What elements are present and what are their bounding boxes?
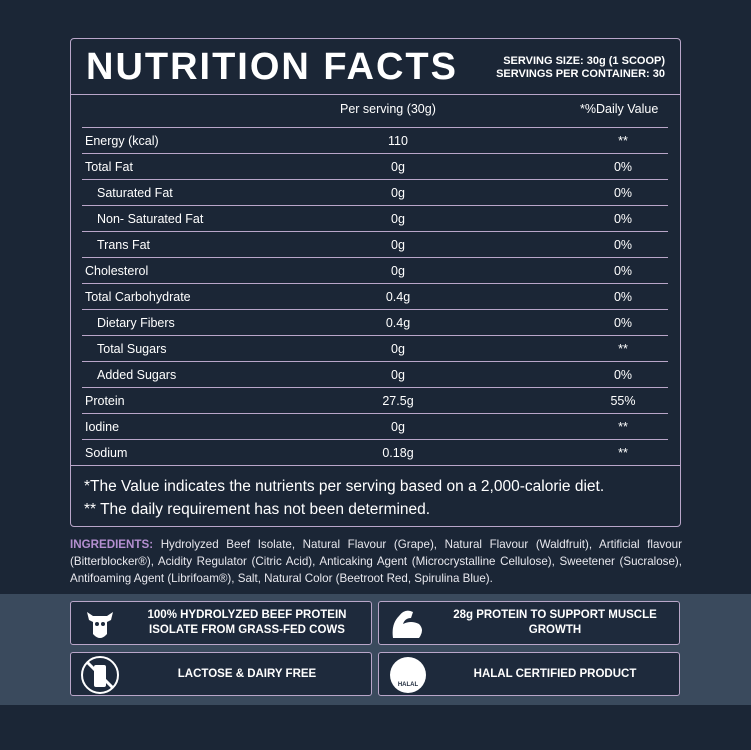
serving-size: SERVING SIZE: 30g (1 SCOOP) <box>503 55 665 67</box>
badge-text: 100% HYDROLYZED BEEF PROTEIN ISOLATE FRO… <box>147 609 347 636</box>
ingredients: INGREDIENTS: Hydrolyzed Beef Isolate, Na… <box>70 536 682 587</box>
nutrient-name: Added Sugars <box>97 368 177 382</box>
badge-text: LACTOSE & DAIRY FREE <box>177 667 317 680</box>
nutrient-name: Total Sugars <box>97 342 167 356</box>
table-row: Energy (kcal) 110 ** <box>82 128 668 154</box>
table-row: Iodine 0g ** <box>82 414 668 440</box>
servings-per-container: SERVINGS PER CONTAINER: 30 <box>496 68 665 80</box>
nutrient-name: Trans Fat <box>97 238 151 252</box>
nutrient-name: Protein <box>85 394 125 408</box>
nutrition-panel <box>70 38 681 527</box>
badge: HALAL HALAL CERTIFIED PRODUCT <box>378 652 680 696</box>
nutrient-name: Total Carbohydrate <box>85 290 191 304</box>
nutrient-name: Energy (kcal) <box>85 134 159 148</box>
table-row: Dietary Fibers 0.4g 0% <box>82 310 668 336</box>
table-row: Sodium 0.18g ** <box>85 446 628 460</box>
ingredients-label: INGREDIENTS: <box>70 538 154 551</box>
badge: 28g PROTEIN TO SUPPORT MUSCLE GROWTH <box>378 601 680 645</box>
column-header: *%Daily Value <box>580 102 659 116</box>
table-row: Total Fat 0g 0% <box>82 154 668 180</box>
nutrient-name: Dietary Fibers <box>97 316 175 330</box>
title: NUTRITION FACTS <box>86 46 458 88</box>
table-row: Saturated Fat 0g 0% <box>82 180 668 206</box>
no-dairy-icon <box>81 656 119 694</box>
muscle-icon <box>392 610 422 638</box>
nutrient-name: Saturated Fat <box>97 186 173 200</box>
cow-icon <box>87 612 113 638</box>
nutrient-name: Iodine <box>85 420 120 434</box>
divider <box>71 465 680 466</box>
column-header: Per serving (30g) <box>340 102 436 116</box>
table-row: Trans Fat 0g 0% <box>82 232 668 258</box>
nutrient-name: Cholesterol <box>85 264 149 278</box>
divider <box>71 94 680 95</box>
halal-icon: HALAL <box>390 657 426 693</box>
badge: 100% HYDROLYZED BEEF PROTEIN ISOLATE FRO… <box>70 601 372 645</box>
table-row: Total Sugars 0g ** <box>82 336 668 362</box>
divider <box>82 127 668 128</box>
table-row: Non- Saturated Fat 0g 0% <box>82 206 668 232</box>
table-row: Protein 27.5g 55% <box>82 388 668 414</box>
footnote: ** The daily requirement has not been de… <box>84 501 431 518</box>
badge-text: 28g PROTEIN TO SUPPORT MUSCLE GROWTH <box>453 609 657 636</box>
table-row: Total Carbohydrate 0.4g 0% <box>82 284 668 310</box>
nutrient-name: Sodium <box>85 446 128 460</box>
ingredients-text: Hydrolyzed Beef Isolate, Natural Flavour… <box>70 538 682 585</box>
table-row: Cholesterol 0g 0% <box>82 258 668 284</box>
nutrient-name: Total Fat <box>85 160 133 174</box>
footnote: *The Value indicates the nutrients per s… <box>84 478 605 495</box>
badge-text: HALAL CERTIFIED PRODUCT <box>473 667 637 680</box>
badge: LACTOSE & DAIRY FREE <box>70 652 372 696</box>
halal-icon-text: HALAL <box>398 682 419 688</box>
nutrient-name: Non- Saturated Fat <box>97 212 204 226</box>
table-row: Added Sugars 0g 0% <box>82 362 668 388</box>
